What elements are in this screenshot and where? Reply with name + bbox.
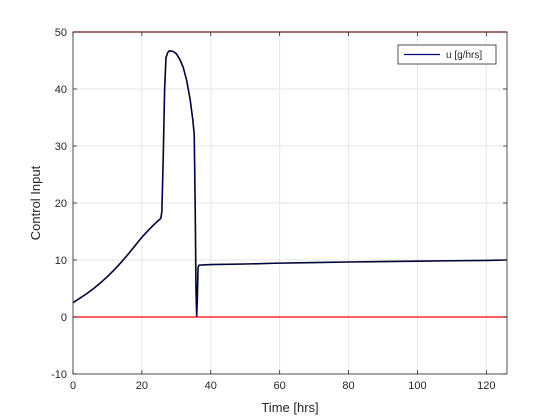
y-tick-label: -10 [51,369,67,381]
x-tick-label: 60 [274,380,286,392]
y-tick-label: 40 [55,84,67,96]
y-tick-label: 30 [55,141,67,153]
legend-label: u [g/hrs] [446,50,482,61]
legend: u [g/hrs] [397,44,497,65]
y-axis-label: Control Input [28,165,43,240]
series-line-u-overlay [72,50,508,317]
x-tick-label: 40 [205,380,217,392]
x-tick-label: 20 [136,380,148,392]
x-tick-label: 80 [342,380,354,392]
x-tick-label: 0 [70,380,76,392]
y-tick-label: 20 [55,198,67,210]
y-tick-label: 10 [55,255,67,267]
x-tick-label: 100 [408,380,426,392]
y-tick-label: 0 [61,312,67,324]
legend-box [397,44,497,65]
y-tick-label: 50 [55,27,67,39]
x-axis-label: Time [hrs] [261,400,318,415]
x-tick-label: 120 [477,380,495,392]
